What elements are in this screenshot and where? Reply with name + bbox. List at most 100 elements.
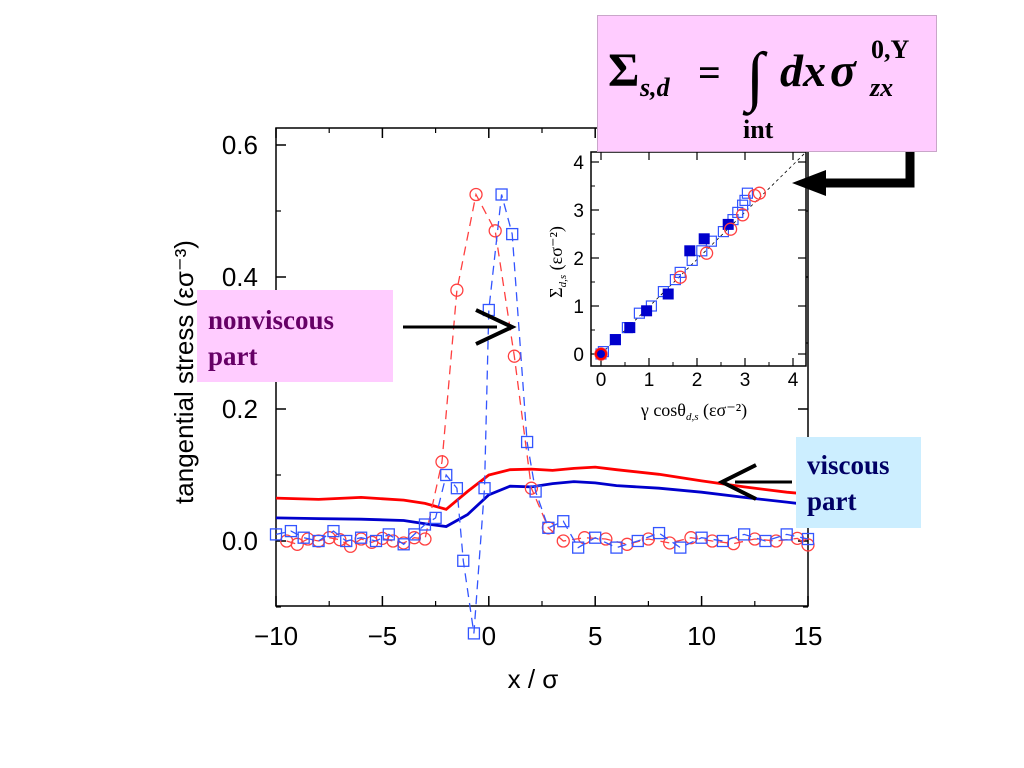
data-point-circle	[333, 533, 347, 547]
data-point-circle	[524, 481, 539, 495]
data-point-square	[572, 541, 585, 554]
inset-y-tick-label: 4	[573, 153, 584, 174]
data-point-square	[716, 534, 730, 548]
inset-x-axis-label: γ cosθd,s (εσ⁻²)	[640, 400, 747, 423]
data-point-circle	[488, 224, 502, 238]
series-line-dashed-blue-squares	[275, 194, 809, 634]
data-point-circle	[556, 534, 570, 548]
data-point-square	[418, 518, 432, 531]
series-line-solid-blue	[275, 480, 809, 528]
inset-x-tick-label: 1	[644, 370, 655, 391]
x-tick-label: 15	[794, 621, 823, 651]
data-point-circle	[684, 531, 698, 545]
inset-point-filled-square	[698, 233, 710, 245]
data-point-circle	[301, 532, 315, 546]
formula-subscript-zx: zx	[869, 73, 893, 102]
series-line-solid-red	[275, 465, 809, 511]
data-point-square	[467, 627, 481, 640]
data-point-square	[429, 511, 442, 525]
inset-x-tick-label: 4	[788, 370, 799, 391]
data-point-circle	[769, 534, 783, 548]
data-point-circle	[290, 537, 304, 551]
data-point-square	[506, 227, 519, 241]
data-point-square	[495, 188, 508, 201]
formula-limit: int	[743, 115, 774, 144]
inset-point-circle	[673, 270, 687, 284]
data-point-square	[801, 532, 815, 546]
data-point-square	[297, 531, 310, 544]
formula-box: Σ s,d = ∫ dx σ 0,Y zx int	[597, 15, 937, 152]
y-tick-label: 0.6	[222, 130, 258, 160]
data-point-square	[340, 534, 353, 548]
nonviscous-label-line-1: nonviscous	[208, 305, 335, 335]
data-point-square	[269, 528, 283, 541]
inset-origin-point	[595, 348, 607, 360]
inset-point-circle	[723, 222, 738, 236]
x-tick-label: 0	[482, 621, 496, 651]
data-point-square	[529, 485, 542, 498]
data-point-square	[408, 528, 421, 541]
formula-superscript: 0,Y	[871, 35, 910, 64]
y-tick-label: 0.0	[222, 526, 258, 556]
data-point-square	[440, 468, 453, 482]
inset-point-open-square	[674, 266, 686, 278]
formula-connector-line	[820, 137, 915, 188]
x-tick-label: −10	[254, 621, 298, 651]
data-point-square	[631, 534, 644, 548]
data-point-square	[759, 534, 772, 548]
inset-point-circle	[699, 246, 714, 260]
data-point-square	[369, 534, 383, 548]
data-point-square	[652, 526, 666, 540]
formula-svg: Σ s,d = ∫ dx σ 0,Y zx int	[608, 35, 910, 144]
inset-point-circle	[735, 208, 750, 222]
formula-integral: ∫	[742, 40, 768, 116]
formula-arrow-head	[792, 170, 826, 196]
data-point-square	[284, 524, 298, 538]
data-point-circle	[705, 534, 719, 548]
data-point-square	[557, 515, 570, 528]
data-point-square	[610, 541, 623, 554]
data-point-square	[674, 541, 687, 554]
data-point-circle	[435, 455, 449, 469]
x-tick-label: 5	[588, 621, 602, 651]
data-point-circle	[450, 283, 464, 297]
formula-dx: dx	[780, 45, 826, 96]
y-tick-label: 0.4	[222, 262, 258, 292]
data-point-circle	[469, 187, 483, 202]
data-point-square	[382, 528, 395, 541]
viscous-label-box: viscous part	[796, 437, 921, 528]
inset-y-axis-label: Σd,s (εσ⁻²)	[546, 226, 569, 298]
data-point-square	[780, 528, 793, 541]
viscous-label-line-2: part	[807, 486, 857, 516]
viscous-arrow-head	[717, 463, 757, 501]
data-point-circle	[599, 532, 613, 546]
nonviscous-label-line-2: part	[208, 341, 258, 371]
inset-point-filled-square	[609, 334, 621, 346]
formula-equals: =	[698, 50, 721, 95]
inset-point-circle	[752, 186, 767, 200]
data-point-square	[738, 528, 751, 541]
data-point-square	[327, 524, 340, 538]
inset-x-tick-label: 0	[596, 370, 607, 391]
data-point-circle	[418, 532, 432, 546]
data-point-circle	[663, 536, 677, 550]
inset-y-tick-label: 0	[573, 345, 584, 366]
arrows	[403, 137, 915, 501]
data-point-square	[520, 435, 534, 449]
inset-y-tick-label: 3	[573, 201, 584, 222]
data-point-square	[695, 531, 708, 544]
inset-y-tick-label: 1	[573, 297, 584, 318]
inset-point-filled-square	[641, 305, 653, 317]
data-point-square	[450, 482, 464, 495]
formula-subscript: s,d	[639, 73, 671, 102]
nonviscous-arrow-head	[475, 308, 517, 346]
x-tick-label: −5	[368, 621, 398, 651]
data-point-square	[312, 534, 325, 548]
data-point-square	[542, 521, 555, 534]
formula-sigma-lower: σ	[830, 44, 857, 97]
data-point-square	[478, 482, 491, 495]
viscous-label-line-1: viscous	[807, 450, 890, 480]
x-tick-label: 10	[687, 621, 716, 651]
